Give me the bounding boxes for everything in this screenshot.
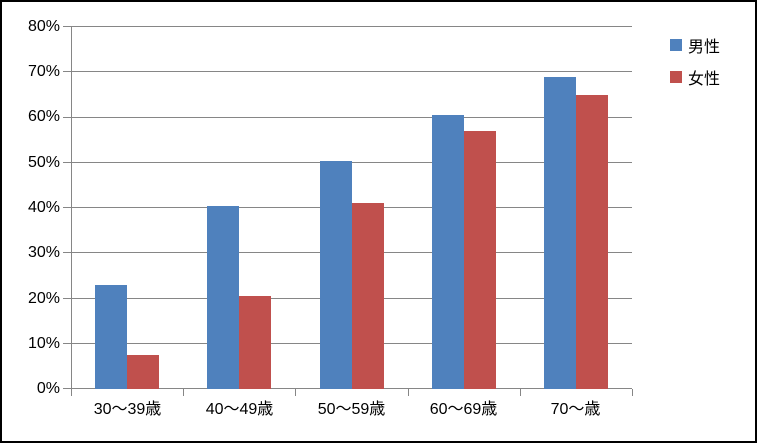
y-tick-label: 40% bbox=[27, 199, 60, 216]
bar-series1-cat1 bbox=[239, 296, 272, 389]
bar-series1-cat3 bbox=[463, 131, 496, 389]
y-tick-label: 50% bbox=[27, 154, 60, 171]
plot-area bbox=[63, 26, 633, 396]
bar-series1-cat2 bbox=[351, 203, 384, 389]
y-axis-line bbox=[71, 27, 72, 396]
bar-series1-cat4 bbox=[575, 94, 608, 389]
bar-series0-cat0 bbox=[95, 284, 128, 389]
bar-series0-cat1 bbox=[207, 205, 240, 389]
x-category-label: 50〜59歳 bbox=[317, 401, 386, 418]
y-tick-label: 60% bbox=[27, 108, 60, 125]
y-tick-label: 10% bbox=[27, 335, 60, 352]
y-tick-label: 70% bbox=[27, 63, 60, 80]
x-category-label: 70〜歳 bbox=[550, 401, 601, 418]
y-tick-label: 30% bbox=[27, 244, 60, 261]
x-axis-tick bbox=[295, 389, 297, 396]
bar-series0-cat2 bbox=[319, 160, 352, 389]
x-category-label: 60〜69歳 bbox=[429, 401, 498, 418]
x-category-label: 30〜39歳 bbox=[93, 401, 162, 418]
legend-label-female: 女性 bbox=[688, 71, 721, 88]
legend: 男性 女性 bbox=[670, 35, 720, 99]
y-tick-label: 0% bbox=[36, 380, 60, 397]
bar-series1-cat0 bbox=[127, 355, 160, 389]
x-axis-tick bbox=[632, 389, 633, 396]
legend-item-male: 男性 bbox=[670, 35, 721, 56]
x-axis-tick bbox=[71, 389, 72, 396]
bar-series0-cat4 bbox=[543, 76, 576, 389]
male-series-swatch-icon bbox=[670, 39, 682, 51]
x-axis-tick bbox=[519, 389, 521, 396]
legend-item-female: 女性 bbox=[670, 67, 721, 88]
x-axis-tick bbox=[183, 389, 185, 396]
gridline bbox=[63, 116, 632, 118]
y-tick-label: 80% bbox=[27, 18, 60, 35]
female-series-swatch-icon bbox=[670, 71, 682, 83]
y-tick-label: 20% bbox=[27, 290, 60, 307]
legend-label-male: 男性 bbox=[688, 39, 721, 56]
gridline bbox=[63, 71, 632, 73]
x-category-label: 40〜49歳 bbox=[205, 401, 274, 418]
x-axis-tick bbox=[407, 389, 409, 396]
gridline bbox=[63, 26, 632, 27]
bar-series0-cat3 bbox=[431, 115, 464, 389]
